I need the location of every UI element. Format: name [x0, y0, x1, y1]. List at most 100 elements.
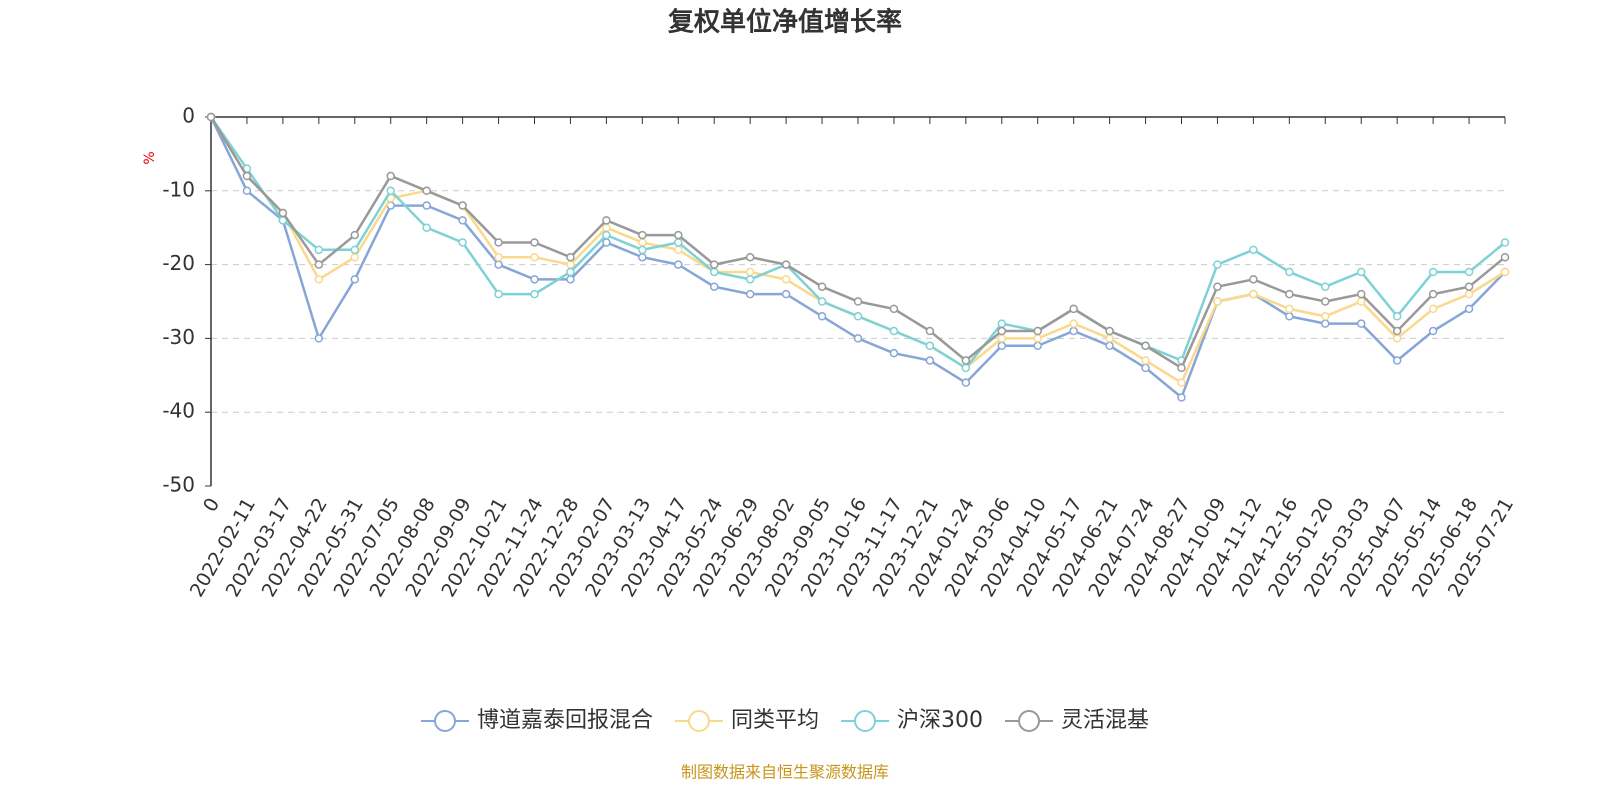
legend-label: 博道嘉泰回报混合 — [477, 708, 653, 733]
point-marker — [1069, 304, 1078, 314]
point-marker — [853, 334, 863, 343]
point-marker — [638, 230, 647, 240]
point-marker — [1285, 304, 1294, 314]
point-marker — [1285, 267, 1294, 277]
point-marker — [566, 252, 575, 262]
point-marker — [674, 245, 683, 255]
point-marker — [1033, 326, 1042, 336]
point-marker — [1428, 289, 1438, 299]
point-marker — [458, 216, 467, 225]
point-marker — [566, 267, 575, 277]
point-marker — [1428, 267, 1438, 277]
point-marker — [386, 186, 395, 196]
point-marker — [1141, 356, 1150, 365]
point-marker — [674, 230, 683, 240]
point-marker — [745, 275, 755, 284]
point-marker — [1392, 334, 1402, 343]
point-marker — [566, 275, 575, 284]
point-marker — [1392, 326, 1402, 336]
point-marker — [1033, 334, 1042, 343]
point-marker — [1285, 312, 1294, 321]
point-marker — [1392, 312, 1402, 321]
y-tick-label: -10 — [162, 177, 195, 201]
point-marker — [350, 252, 360, 262]
point-marker — [1213, 260, 1222, 269]
point-marker — [494, 289, 503, 299]
point-marker — [745, 289, 755, 299]
point-marker — [1177, 378, 1186, 387]
point-marker — [745, 252, 755, 262]
point-marker — [1249, 245, 1258, 255]
point-marker — [1213, 297, 1222, 306]
point-marker — [458, 201, 467, 210]
point-marker — [745, 267, 755, 277]
point-marker — [997, 334, 1007, 343]
point-marker — [206, 112, 216, 122]
point-marker — [1464, 289, 1474, 299]
point-marker — [1500, 267, 1510, 277]
point-marker — [709, 267, 719, 277]
y-tick-label: -30 — [162, 325, 195, 349]
point-marker — [1069, 326, 1078, 336]
point-marker — [1141, 363, 1150, 373]
point-marker — [1464, 282, 1474, 291]
point-marker — [1321, 319, 1330, 328]
point-marker — [781, 289, 791, 299]
point-marker — [997, 341, 1007, 351]
point-marker — [1356, 289, 1366, 299]
point-marker — [1321, 312, 1330, 321]
point-marker — [422, 186, 431, 196]
legend-marker — [854, 710, 877, 732]
series-line — [209, 116, 1506, 370]
point-marker — [997, 319, 1007, 328]
point-marker — [1105, 326, 1114, 336]
point-marker — [889, 326, 899, 336]
point-marker — [314, 275, 324, 284]
point-marker — [530, 275, 539, 284]
point-marker — [1033, 341, 1042, 351]
point-marker — [925, 326, 935, 336]
point-marker — [278, 208, 288, 218]
point-marker — [1213, 282, 1222, 291]
point-marker — [961, 363, 971, 373]
point-marker — [853, 312, 863, 321]
y-tick-label: -40 — [162, 399, 195, 423]
point-marker — [925, 356, 935, 365]
legend-marker — [688, 710, 711, 732]
x-tick-label: 0 — [199, 494, 224, 515]
point-marker — [242, 171, 252, 181]
point-marker — [674, 238, 683, 247]
point-marker — [1428, 326, 1438, 336]
chart-title: 复权单位净值增长率 — [668, 7, 902, 38]
point-marker — [602, 216, 611, 225]
point-marker — [386, 171, 395, 181]
point-marker — [1321, 282, 1330, 291]
point-marker — [638, 245, 647, 255]
point-marker — [1321, 297, 1330, 306]
point-marker — [350, 245, 360, 255]
point-marker — [1249, 289, 1258, 299]
point-marker — [1500, 252, 1510, 262]
legend-label: 同类平均 — [731, 708, 819, 733]
legend-marker — [434, 710, 456, 732]
point-marker — [1356, 319, 1366, 328]
point-marker — [1500, 238, 1510, 247]
point-marker — [961, 378, 971, 387]
point-marker — [422, 201, 431, 210]
point-marker — [314, 260, 324, 269]
point-marker — [1392, 356, 1402, 365]
point-marker — [638, 252, 647, 262]
point-marker — [458, 238, 467, 247]
point-marker — [494, 238, 503, 247]
point-marker — [1105, 341, 1114, 351]
point-marker — [1069, 319, 1078, 328]
point-marker — [602, 238, 611, 247]
point-marker — [422, 223, 431, 232]
point-marker — [1356, 297, 1366, 306]
point-marker — [1285, 289, 1294, 299]
series-line — [209, 116, 1506, 400]
y-tick-label: -20 — [162, 251, 195, 275]
point-marker — [817, 312, 827, 321]
point-marker — [602, 230, 611, 240]
